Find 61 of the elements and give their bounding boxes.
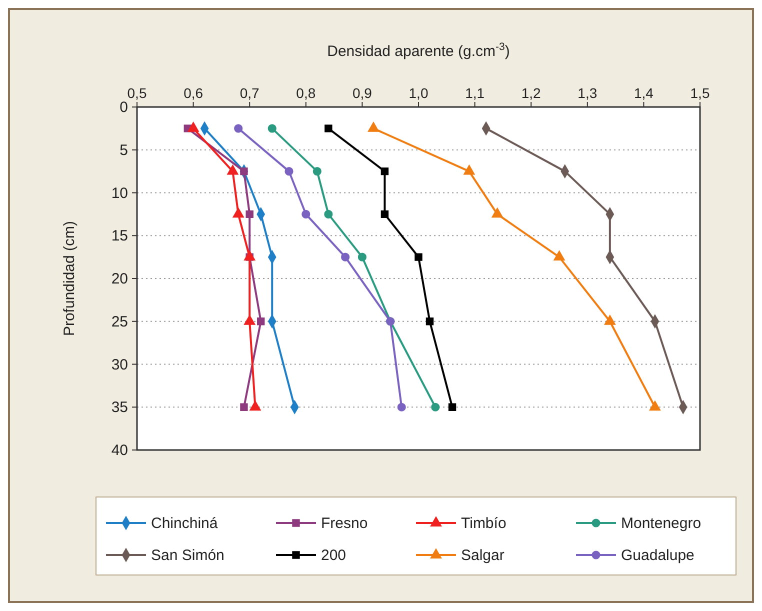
point xyxy=(244,314,256,325)
legend-label: Timbío xyxy=(461,515,506,532)
point xyxy=(426,318,434,326)
y-tick-label: 40 xyxy=(111,442,128,459)
point xyxy=(492,208,503,218)
point xyxy=(284,167,294,176)
x-tick-label: 1,0 xyxy=(408,85,428,101)
x-tick-label: 0,7 xyxy=(240,85,260,101)
x-tick-label: 1,5 xyxy=(690,85,710,101)
point xyxy=(358,252,366,262)
point xyxy=(232,208,244,218)
x-tick-label: 0,8 xyxy=(296,85,316,101)
x-axis-title: Densidad aparente (g.cm$^{-3}$) xyxy=(327,41,510,60)
point xyxy=(464,164,475,175)
point xyxy=(554,250,565,261)
x-tick-label: 1,1 xyxy=(465,85,485,101)
y-tick-label: 20 xyxy=(111,270,128,288)
legend-label: Fresno xyxy=(321,515,368,532)
y-tick-label: 10 xyxy=(111,184,128,202)
point xyxy=(246,210,254,218)
point xyxy=(341,252,350,262)
y-axis-title: Profundidad (cm) xyxy=(61,220,78,336)
x-tick-label: 1,2 xyxy=(521,85,542,101)
x-tick-label: 0,9 xyxy=(352,85,372,101)
legend-label: Chinchiná xyxy=(151,515,218,532)
x-tick-label: 1,4 xyxy=(634,85,654,101)
legend-label: Salgar xyxy=(461,547,504,564)
point xyxy=(257,318,265,326)
point xyxy=(649,400,661,411)
y-tick-label: 30 xyxy=(111,356,128,374)
point xyxy=(250,400,261,411)
x-tick-label: 0,5 xyxy=(127,85,147,101)
point xyxy=(268,124,276,133)
point xyxy=(227,164,238,175)
point xyxy=(414,253,422,261)
y-tick-label: 5 xyxy=(120,142,128,159)
point xyxy=(244,250,256,261)
point xyxy=(312,167,322,176)
point xyxy=(240,403,248,411)
point xyxy=(234,124,243,133)
point xyxy=(302,210,310,218)
point xyxy=(380,167,389,176)
legend-label: San Simón xyxy=(151,547,224,564)
point xyxy=(324,124,332,132)
x-tick-label: 0,6 xyxy=(184,85,204,101)
legend-label: Montenegro xyxy=(621,515,702,532)
y-tick-label: 0 xyxy=(120,99,128,116)
point xyxy=(368,122,380,132)
y-tick-label: 25 xyxy=(111,313,128,330)
point xyxy=(324,210,333,218)
y-tick-label: 35 xyxy=(111,399,128,416)
point xyxy=(448,403,456,411)
point xyxy=(380,210,389,218)
point xyxy=(188,122,199,132)
point xyxy=(431,402,440,412)
x-tick-label: 1,3 xyxy=(578,85,598,101)
point xyxy=(397,402,406,412)
legend-label: 200 xyxy=(321,547,346,564)
y-tick-label: 15 xyxy=(111,228,128,245)
point xyxy=(604,314,616,325)
legend-label: Guadalupe xyxy=(621,547,694,564)
